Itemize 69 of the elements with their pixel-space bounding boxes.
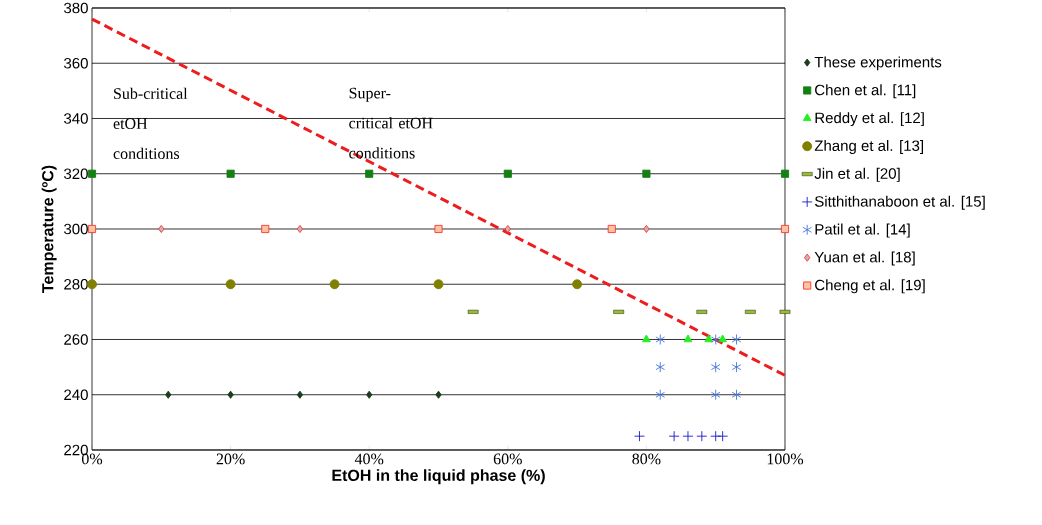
point bbox=[434, 224, 443, 234]
point bbox=[227, 390, 234, 399]
x-tick-label: 40% bbox=[354, 453, 384, 465]
point bbox=[87, 279, 97, 290]
y-tick-label: 320 bbox=[64, 168, 88, 180]
point bbox=[655, 334, 666, 345]
x-tick-label: 100% bbox=[767, 453, 804, 465]
legend-label: Zhang et al. [13] bbox=[814, 140, 923, 154]
point bbox=[165, 390, 172, 399]
point bbox=[710, 334, 721, 345]
y-tick-label: 360 bbox=[64, 57, 88, 69]
point bbox=[717, 430, 729, 442]
y-axis-title: Temperature (ºC) bbox=[41, 165, 57, 293]
point bbox=[365, 169, 374, 178]
legend-label: Reddy et al. [12] bbox=[815, 112, 924, 127]
point bbox=[433, 279, 444, 290]
legend-label: Yuan et al. [18] bbox=[814, 251, 915, 266]
x-tick-label: 20% bbox=[216, 453, 245, 465]
legend-label: Patil et al. [14] bbox=[815, 223, 910, 238]
x-tick-label: 60% bbox=[493, 453, 522, 465]
point bbox=[696, 430, 708, 442]
point bbox=[718, 334, 727, 343]
point bbox=[731, 389, 742, 401]
point bbox=[634, 430, 645, 442]
point bbox=[668, 430, 680, 442]
point bbox=[731, 361, 742, 373]
point bbox=[607, 224, 616, 234]
y-tick-label: 280 bbox=[64, 278, 88, 290]
legend-label: Sitthithanaboon et al. [15] bbox=[814, 195, 985, 210]
legend-label: Chen et al. [11] bbox=[815, 84, 916, 99]
point bbox=[643, 224, 650, 234]
point bbox=[704, 334, 714, 343]
point bbox=[642, 334, 651, 343]
legend-label: These experiments bbox=[814, 56, 942, 71]
point bbox=[655, 389, 666, 401]
point bbox=[504, 224, 511, 234]
point bbox=[296, 390, 304, 399]
annotation: Super-critical etOH conditions bbox=[349, 87, 433, 159]
point bbox=[158, 224, 165, 234]
y-tick-label: 300 bbox=[64, 223, 88, 235]
point bbox=[296, 224, 304, 234]
point bbox=[572, 279, 583, 290]
point bbox=[710, 389, 721, 401]
legend-label: Cheng et al. [19] bbox=[815, 279, 925, 294]
point bbox=[503, 169, 512, 178]
y-tick-label: 340 bbox=[64, 113, 88, 124]
point bbox=[225, 279, 236, 290]
x-axis-title: EtOH in the liquid phase (%) bbox=[332, 469, 545, 485]
point bbox=[780, 169, 790, 178]
point bbox=[731, 334, 742, 345]
point bbox=[261, 224, 270, 234]
point bbox=[226, 169, 235, 178]
point bbox=[329, 279, 340, 290]
point bbox=[655, 361, 666, 373]
y-tick-label: 260 bbox=[64, 334, 88, 345]
text: Sub-critical etOH conditions bbox=[113, 87, 188, 160]
y-tick-label: 380 bbox=[64, 2, 88, 14]
point bbox=[642, 169, 651, 178]
legend-label: Jin et al. [20] bbox=[814, 167, 900, 182]
point bbox=[366, 390, 373, 399]
x-tick-label: 80% bbox=[632, 453, 661, 465]
point bbox=[87, 169, 97, 178]
point bbox=[435, 390, 442, 399]
point bbox=[682, 430, 694, 442]
point bbox=[710, 361, 721, 373]
point bbox=[87, 224, 97, 234]
point bbox=[683, 334, 693, 343]
y-tick-label: 240 bbox=[64, 389, 88, 401]
point bbox=[780, 224, 790, 234]
